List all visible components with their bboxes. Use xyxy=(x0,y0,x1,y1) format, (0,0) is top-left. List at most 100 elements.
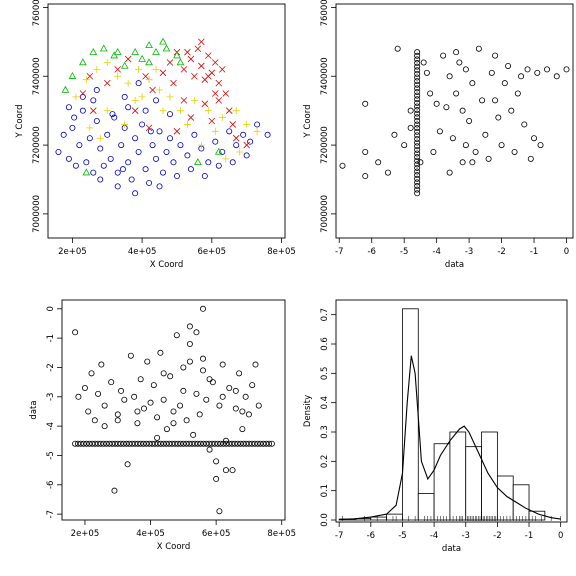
histogram-bar xyxy=(496,475,514,521)
red-x-point xyxy=(103,79,111,87)
data-point xyxy=(514,90,521,97)
red-x-point xyxy=(131,107,139,114)
red-x-point xyxy=(212,90,219,97)
data-point xyxy=(420,59,427,66)
blue-circle-point xyxy=(149,142,156,149)
data-point xyxy=(131,393,138,400)
baseline-point xyxy=(214,440,221,447)
blue-circle-point xyxy=(146,179,153,186)
cluster-point xyxy=(414,60,421,67)
data-point xyxy=(339,162,346,169)
data-point xyxy=(170,420,177,427)
cluster-point xyxy=(414,74,421,81)
y-tick-label: 7200000 xyxy=(32,126,42,164)
blue-circle-point xyxy=(114,169,121,176)
blue-circle-point xyxy=(254,121,261,128)
data-point xyxy=(114,411,121,418)
red-x-point xyxy=(218,66,226,73)
data-point xyxy=(124,461,131,468)
cluster-point xyxy=(414,110,421,117)
baseline-point xyxy=(268,440,275,447)
blue-circle-point xyxy=(187,166,194,173)
red-x-point xyxy=(198,38,205,46)
cluster-point xyxy=(414,179,421,186)
blue-circle-point xyxy=(65,155,72,162)
y-tick-label: -2 xyxy=(46,363,56,371)
data-point xyxy=(147,399,154,406)
baseline-point xyxy=(174,440,181,447)
baseline-point xyxy=(146,440,153,447)
x-tick-label: -6 xyxy=(367,531,375,541)
cluster-point xyxy=(414,96,421,103)
data-point xyxy=(154,414,161,421)
cluster-point xyxy=(414,143,421,150)
yellow-plus-point xyxy=(183,120,191,128)
green-triangle-point xyxy=(145,58,153,66)
yellow-plus-point xyxy=(121,120,129,128)
blue-circle-point xyxy=(247,138,254,145)
data-point xyxy=(150,382,157,389)
data-point xyxy=(186,358,193,365)
cluster-point xyxy=(414,146,421,153)
baseline-point xyxy=(263,440,270,447)
baseline-point xyxy=(234,440,241,447)
blue-circle-point xyxy=(97,176,104,183)
y-tick-label: 0 xyxy=(46,306,56,311)
x-tick-label: 0 xyxy=(558,531,563,541)
baseline-point xyxy=(226,440,233,447)
data-point xyxy=(252,361,259,368)
data-point xyxy=(472,148,479,155)
blue-circle-point xyxy=(163,148,170,155)
blue-circle-point xyxy=(83,159,90,166)
red-x-point xyxy=(205,72,212,80)
data-point xyxy=(534,69,541,76)
y-tick-label: 0.6 xyxy=(320,337,330,351)
green-triangle-point xyxy=(173,51,181,59)
blue-circle-point xyxy=(156,183,163,190)
data-point xyxy=(436,128,443,135)
plot-frame xyxy=(335,299,568,523)
x-tick-label: 0 xyxy=(564,247,569,257)
histogram-bar xyxy=(370,516,388,521)
data-point xyxy=(488,69,495,76)
blue-circle-point xyxy=(86,135,93,142)
data-point xyxy=(544,66,551,73)
blue-circle-point xyxy=(109,111,116,118)
baseline-point xyxy=(72,440,79,447)
data-point xyxy=(111,487,118,494)
data-point xyxy=(239,426,246,433)
data-point xyxy=(524,66,531,73)
data-point xyxy=(469,159,476,166)
baseline-point xyxy=(246,440,253,447)
blue-circle-point xyxy=(243,152,250,159)
histogram-bar xyxy=(449,431,467,521)
baseline-point xyxy=(257,440,264,447)
data-point xyxy=(236,370,243,377)
cluster-point xyxy=(414,154,421,161)
y-tick-label: -6 xyxy=(46,481,56,489)
yellow-plus-point xyxy=(159,107,167,115)
x-axis-label: data xyxy=(445,260,464,270)
data-point xyxy=(229,467,236,474)
red-x-point xyxy=(187,55,195,63)
yellow-plus-point xyxy=(72,93,80,101)
cluster-point xyxy=(414,78,421,85)
cluster-point xyxy=(414,114,421,121)
data-point xyxy=(443,104,450,111)
cluster-point xyxy=(414,175,421,182)
red-x-point xyxy=(229,121,237,128)
green-triangle-point xyxy=(113,47,122,55)
x-tick-label: -7 xyxy=(335,247,343,257)
blue-circle-point xyxy=(153,97,160,104)
data-point xyxy=(200,305,207,312)
green-triangle-point xyxy=(193,158,202,165)
data-point xyxy=(479,97,486,104)
data-point xyxy=(466,118,473,125)
data-point xyxy=(446,73,453,80)
green-triangle-point xyxy=(89,47,98,55)
data-point xyxy=(456,59,463,66)
data-point xyxy=(203,396,210,403)
data-point xyxy=(511,148,518,155)
blue-circle-point xyxy=(93,87,100,94)
baseline-point xyxy=(194,440,201,447)
